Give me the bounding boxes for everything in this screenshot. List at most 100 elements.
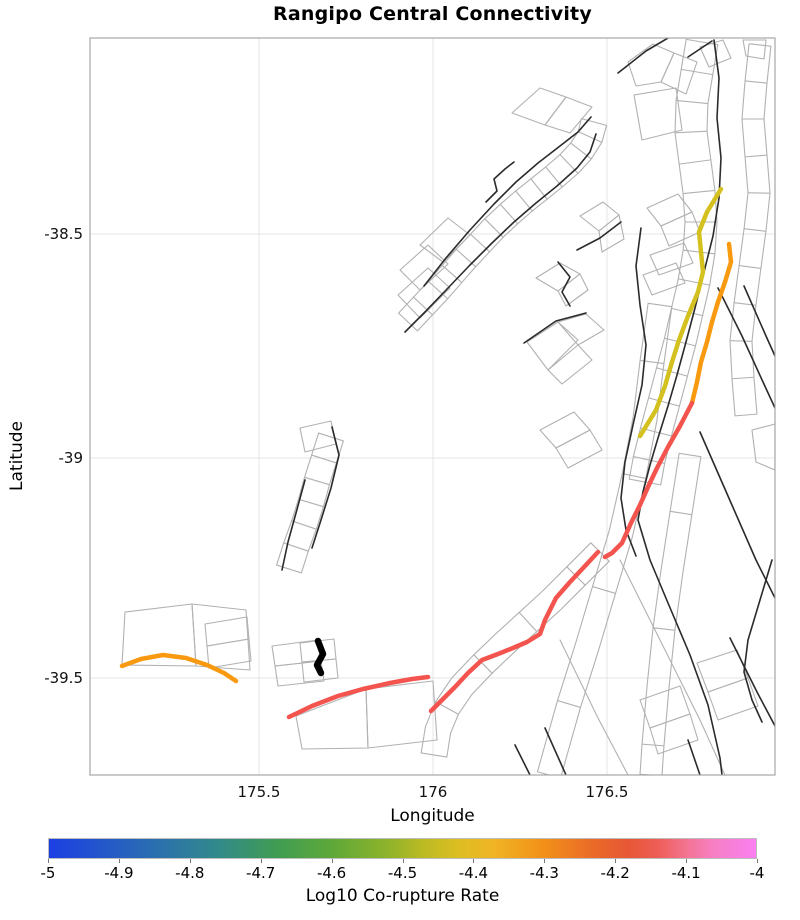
fault-polygon (555, 429, 603, 469)
fault-trace (687, 40, 713, 58)
fault-polygon (191, 603, 251, 671)
fault-polygon (365, 680, 438, 749)
x-tick-label: 176 (419, 783, 448, 801)
colorbar-tick-label: -5 (40, 864, 56, 882)
fault-strip-rung (731, 376, 755, 380)
fault-trace (637, 39, 723, 775)
fault-strip-rung (473, 654, 493, 674)
fault-strip-rung (669, 510, 693, 516)
colorbar-tick-mark (544, 859, 546, 863)
fault-polygon (544, 96, 593, 134)
fault-strip-rung (297, 498, 325, 508)
fault-strip-rung (412, 296, 434, 316)
fault-strip-rung (738, 264, 762, 270)
fault-trace (523, 312, 587, 344)
rupture-black-central (313, 637, 327, 677)
fault-polygon (751, 423, 775, 471)
fault-trace (687, 739, 701, 775)
colorbar-tick-mark (615, 859, 617, 863)
fault-polygon (557, 313, 605, 346)
fault-strip-rung (682, 189, 716, 195)
map-geometry (119, 38, 775, 775)
fault-trace (729, 637, 775, 727)
colorbar-tick-label: -4.4 (458, 864, 489, 882)
fault-strip-rung (675, 99, 709, 105)
colorbar (48, 838, 757, 859)
fault-trace (423, 116, 592, 287)
fault-polygon (649, 713, 699, 755)
fault-strip-rung (621, 472, 647, 480)
fault-outline-line (619, 559, 726, 775)
fault-strip-rung (655, 367, 689, 377)
fault-polygon (206, 638, 252, 669)
fault-polygon (301, 658, 339, 683)
rupture-red-south (286, 674, 431, 720)
x-tick-label: 175.5 (238, 783, 281, 801)
fault-trace (485, 161, 515, 203)
x-tick-label: 176.5 (586, 783, 629, 801)
colorbar-tick-label: -4.2 (600, 864, 630, 882)
rupture-red-east-lower (428, 549, 601, 714)
colorbar-tick-mark (757, 859, 758, 863)
fault-trace (404, 133, 597, 333)
y-tick-label: -38.5 (44, 225, 83, 243)
fault-strip-rung (678, 159, 712, 165)
y-tick-label: -39 (59, 449, 84, 467)
colorbar-tick-mark (402, 859, 404, 863)
fault-strip-south-strip-under-red (420, 542, 610, 758)
colorbar-tick-mark (260, 859, 262, 863)
fault-trace (281, 479, 306, 571)
fault-trace (544, 727, 567, 775)
fault-trace (576, 221, 622, 251)
y-tick-label: -39.5 (44, 669, 83, 687)
fault-strip-rung (570, 142, 592, 160)
plot-border (89, 37, 776, 776)
rupture-orange-southwest (119, 652, 239, 684)
rupture-yellow-east (637, 186, 724, 439)
fault-trace (514, 744, 531, 775)
fault-polygon (526, 321, 579, 371)
fault-strip-rung (647, 397, 681, 407)
fault-strip-rung (303, 476, 331, 486)
fault-polygon (399, 244, 449, 291)
fault-strip-southeast-strip-a (536, 302, 673, 775)
fault-strip-rung (518, 611, 538, 633)
fault-trace (311, 426, 340, 549)
fault-strip-east-main-ladder (628, 38, 719, 486)
fault-strip-rung (670, 307, 704, 317)
colorbar-tick-mark (331, 859, 333, 863)
fault-strip-rung (291, 520, 317, 530)
colorbar-tick-label: -4.8 (175, 864, 205, 882)
fault-strip-rung (577, 131, 603, 143)
fault-polygon (699, 39, 732, 68)
colorbar-tick-mark (686, 859, 688, 863)
fault-polygon (633, 87, 683, 141)
fault-strip-central-mid-chain (276, 432, 344, 574)
colorbar-tick-label: -4.1 (671, 864, 701, 882)
fault-polygon (274, 660, 325, 687)
fault-polygon (642, 262, 686, 296)
fault-strip-rung (484, 218, 504, 238)
colorbar-tick-mark (48, 859, 49, 863)
rupture-red-east-upper (602, 400, 695, 560)
y-axis-label: Latitude (7, 421, 27, 491)
fault-trace (620, 227, 647, 557)
fault-polygon (557, 273, 589, 307)
colorbar-tick-label: -4 (749, 864, 765, 882)
fault-trace (743, 559, 773, 723)
colorbar-tick-label: -4.6 (316, 864, 347, 882)
fault-strip-far-east-ladder (729, 43, 772, 417)
colorbar-label: Log10 Co-rupture Rate (305, 886, 500, 906)
fault-polygon (547, 344, 593, 385)
fault-strip-rung (744, 154, 768, 158)
fault-strip-rung (455, 248, 477, 268)
colorbar-tick-mark (118, 859, 120, 863)
fault-outline-line (559, 639, 629, 775)
fault-strip-southeast-strip-b (639, 452, 702, 775)
fault-polygon (397, 267, 451, 319)
colorbar-tick-label: -4.7 (246, 864, 276, 882)
fault-polygon (660, 52, 698, 95)
x-axis-label: Longitude (390, 806, 475, 826)
fault-polygon (419, 217, 471, 263)
